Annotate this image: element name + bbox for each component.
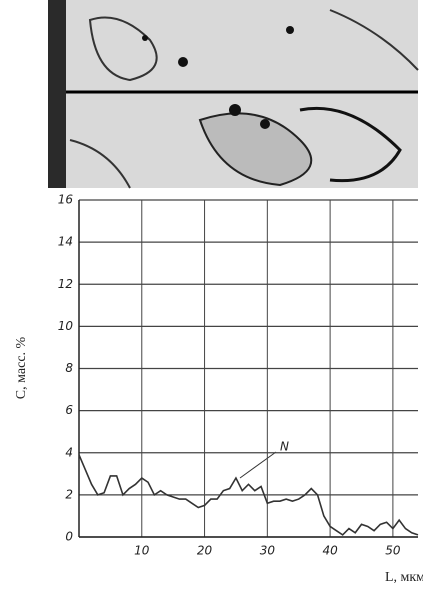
x-axis-label: L, мкм — [385, 570, 423, 585]
x-tick-label: 30 — [260, 544, 276, 558]
y-tick-label: 6 — [65, 403, 73, 417]
y-tick-label: 8 — [65, 361, 73, 375]
data-line — [78, 454, 419, 536]
y-tick-label: 4 — [65, 445, 73, 459]
x-tick-label: 50 — [385, 544, 401, 558]
y-tick-label: 10 — [58, 319, 74, 333]
y-tick-label: 2 — [65, 487, 73, 501]
x-tick-label: 10 — [134, 544, 150, 558]
y-tick-label: 14 — [58, 235, 73, 249]
y-tick-label: 16 — [58, 193, 74, 207]
y-tick-label: 12 — [58, 277, 73, 291]
micrograph — [48, 0, 419, 189]
y-axis-label: C, масс. % — [14, 336, 29, 399]
annotation: N — [280, 440, 289, 454]
x-tick-label: 20 — [197, 544, 213, 558]
annotation-leader — [239, 451, 277, 479]
y-tick-label: 0 — [65, 530, 73, 544]
x-tick-label: 40 — [322, 544, 338, 558]
